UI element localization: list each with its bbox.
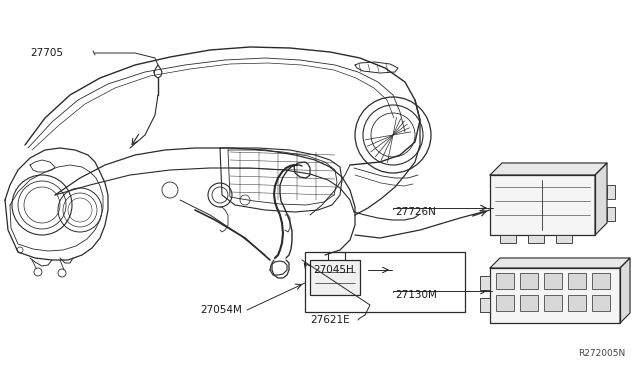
Bar (556, 235, 572, 243)
Bar (544, 295, 562, 311)
Bar (496, 295, 514, 311)
Polygon shape (595, 163, 607, 235)
Bar (592, 295, 610, 311)
Bar (528, 235, 544, 243)
Polygon shape (620, 258, 630, 323)
Text: 27045H: 27045H (313, 265, 354, 275)
Bar (500, 235, 516, 243)
Bar (480, 298, 490, 312)
Bar (310, 260, 360, 295)
Bar (480, 276, 490, 290)
Bar (568, 295, 586, 311)
Bar (568, 273, 586, 289)
Polygon shape (490, 163, 607, 175)
Bar (607, 207, 615, 221)
Bar (520, 273, 538, 289)
Text: R272005N: R272005N (578, 349, 625, 358)
Text: 27130M: 27130M (395, 290, 437, 300)
Text: 27054M: 27054M (200, 305, 242, 315)
Bar (520, 295, 538, 311)
Bar (544, 273, 562, 289)
Bar (490, 268, 620, 323)
Bar (490, 175, 595, 235)
Text: 27705: 27705 (30, 48, 63, 58)
Bar (607, 185, 615, 199)
Bar (305, 252, 465, 312)
Text: 27621E: 27621E (310, 315, 349, 325)
Bar (592, 273, 610, 289)
Polygon shape (490, 258, 630, 268)
Text: 27726N: 27726N (395, 207, 436, 217)
Bar (496, 273, 514, 289)
